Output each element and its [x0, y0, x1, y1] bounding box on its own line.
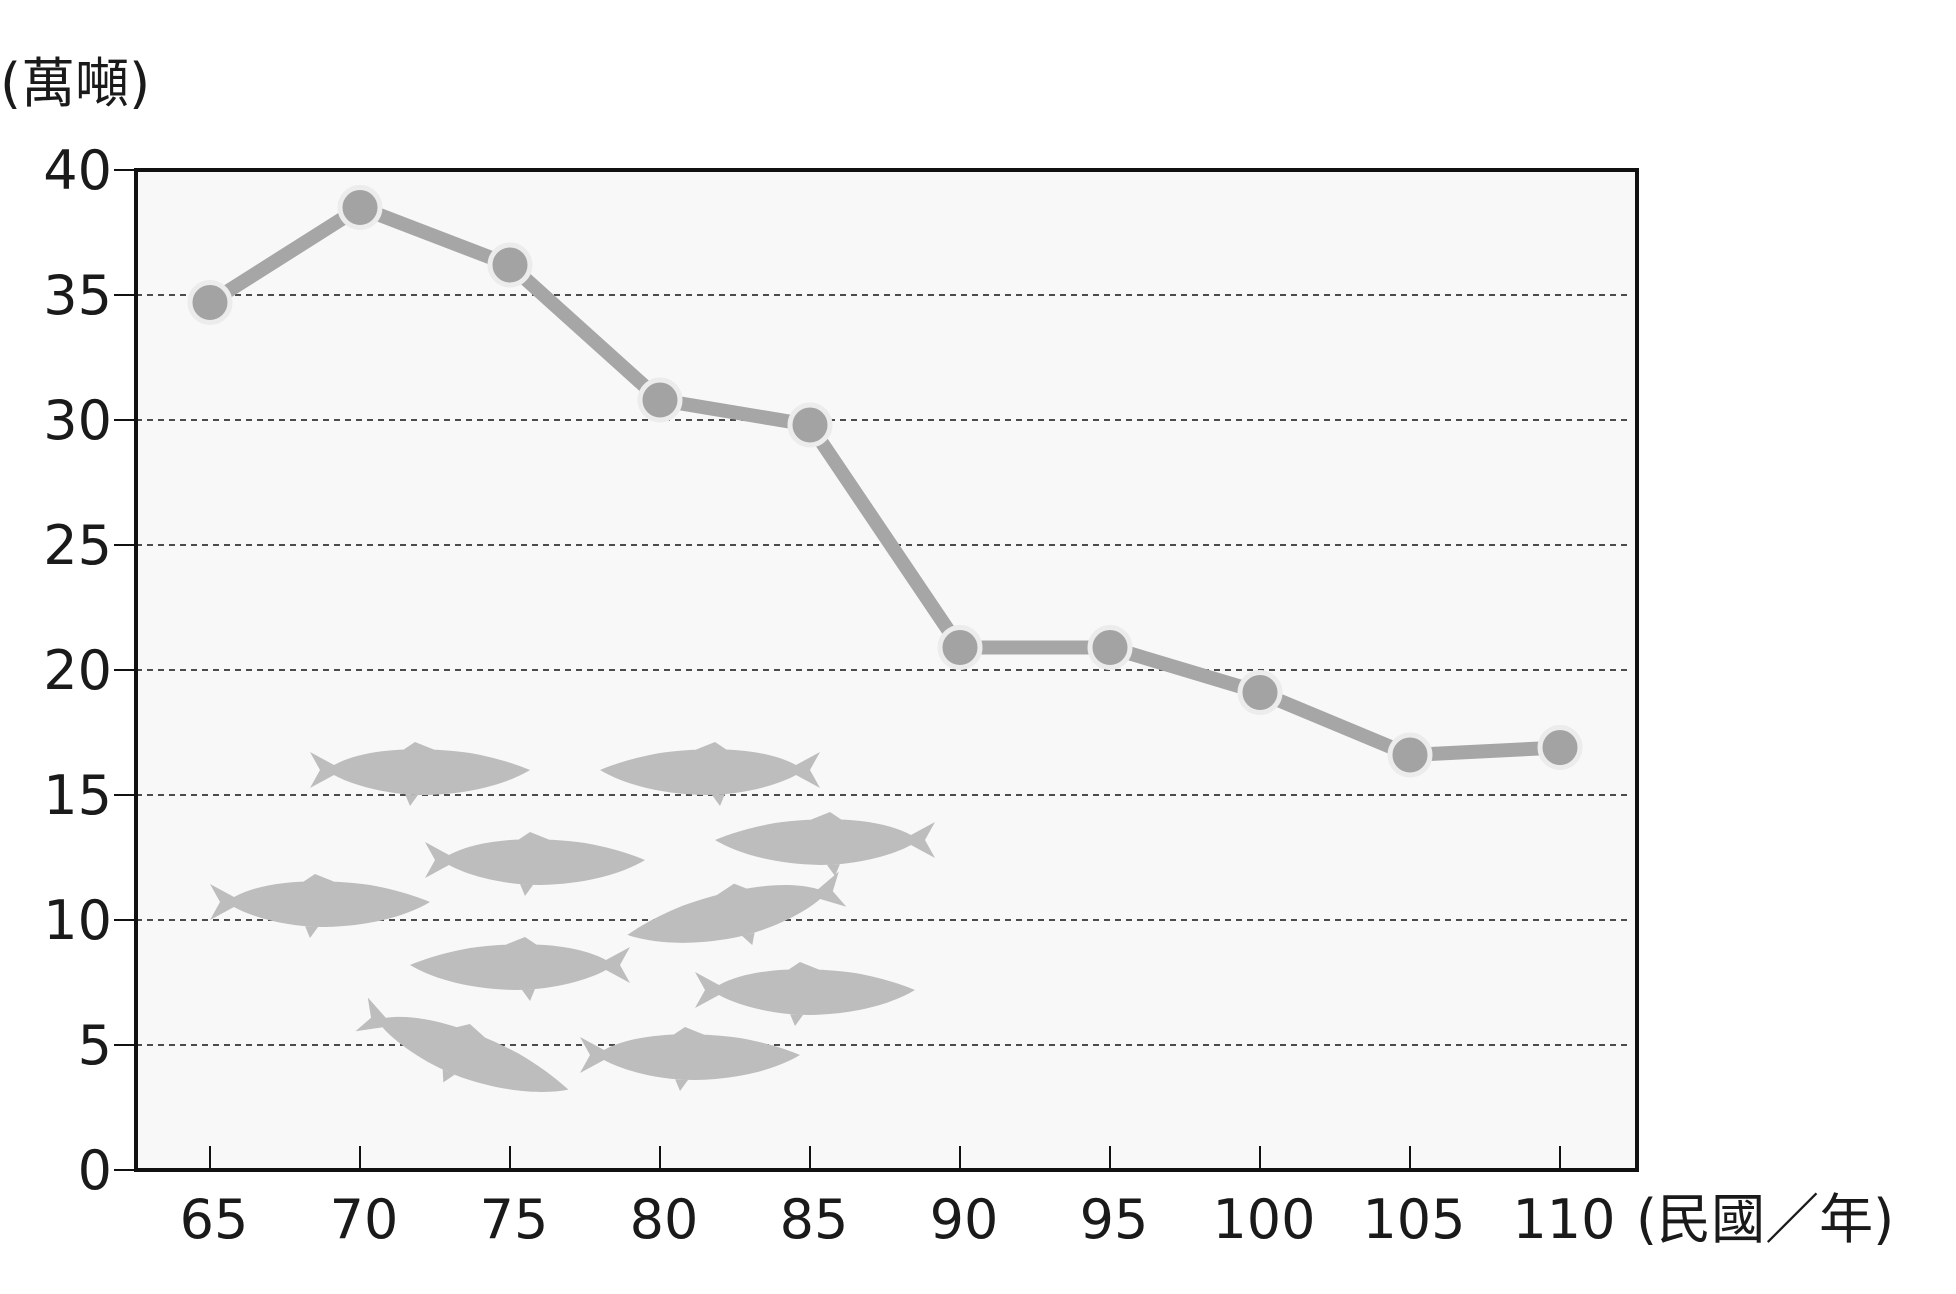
y-axis: 0 5 10 15 20 25 30 35 40	[43, 139, 136, 1202]
x-axis: 65 70 75 80 85 90 95 100 105 110	[180, 1146, 1616, 1251]
y-tick-label: 30	[43, 389, 112, 452]
x-tick-label: 105	[1362, 1188, 1465, 1251]
x-tick-label: 70	[330, 1188, 399, 1251]
y-tick-label: 0	[78, 1139, 112, 1202]
x-tick-label: 75	[480, 1188, 549, 1251]
y-tick-label: 15	[43, 764, 112, 827]
fish-icon	[580, 1027, 800, 1091]
fish-school-icon	[210, 742, 935, 1092]
x-tick-label: 90	[930, 1188, 999, 1251]
data-point	[1087, 625, 1133, 670]
gridlines	[136, 294, 1629, 1046]
data-point	[187, 280, 233, 325]
x-axis-unit-label: (民國／年)	[1636, 1188, 1894, 1251]
series-line	[187, 185, 1583, 778]
x-tick-label: 65	[180, 1188, 249, 1251]
fish-icon	[310, 742, 530, 806]
y-tick-label: 10	[43, 889, 112, 952]
x-tick-label: 100	[1212, 1188, 1315, 1251]
data-point	[637, 377, 683, 423]
y-tick-label: 25	[43, 514, 112, 577]
x-tick-label: 110	[1512, 1188, 1615, 1251]
y-axis-unit-label: (萬噸)	[0, 52, 150, 115]
x-tick-label: 85	[780, 1188, 849, 1251]
data-point	[787, 402, 833, 448]
fish-icon	[627, 871, 847, 946]
data-point	[937, 625, 983, 670]
data-point	[487, 242, 533, 288]
data-point	[1237, 670, 1283, 715]
fish-icon	[410, 937, 630, 1001]
y-tick-label: 40	[43, 139, 112, 202]
y-tick-label: 5	[78, 1014, 112, 1077]
fish-icon	[210, 874, 430, 938]
data-point	[337, 185, 383, 230]
fish-icon	[600, 742, 820, 806]
y-tick-label: 20	[43, 639, 112, 702]
data-point	[1387, 732, 1433, 778]
series-polyline	[206, 200, 1561, 762]
y-tick-label: 35	[43, 264, 112, 327]
fish-icon	[355, 997, 569, 1092]
x-tick-label: 95	[1080, 1188, 1149, 1251]
fish-icon	[715, 812, 935, 876]
fish-icon	[695, 962, 915, 1026]
x-tick-label: 80	[630, 1188, 699, 1251]
fish-icon	[425, 832, 645, 896]
data-point	[1537, 725, 1583, 770]
